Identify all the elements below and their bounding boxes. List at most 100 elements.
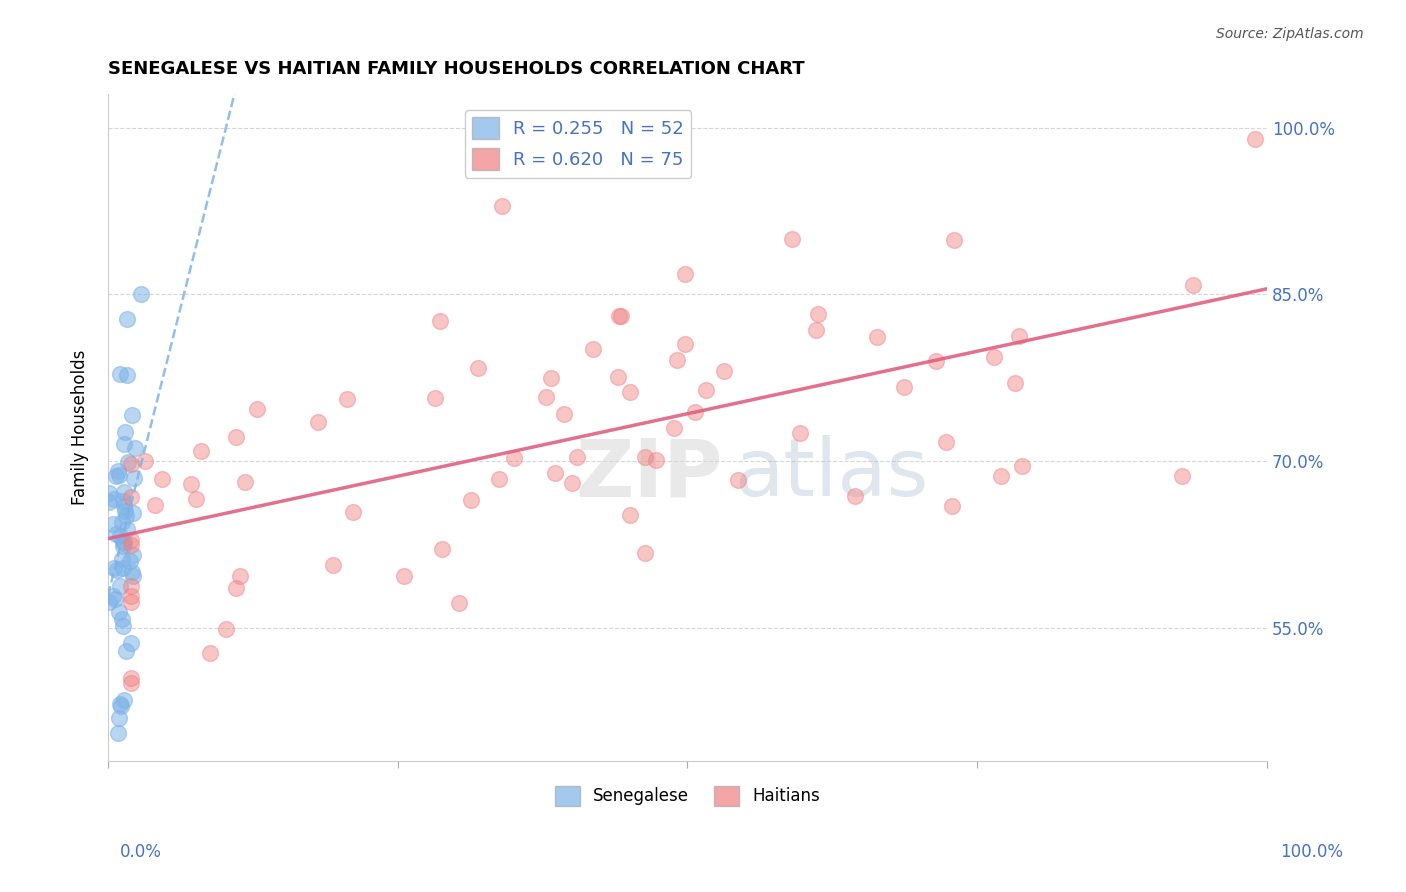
Point <box>110 579 132 593</box>
Point <box>110 699 132 714</box>
Point <box>342 505 364 519</box>
Point <box>129 287 152 301</box>
Point <box>893 380 915 394</box>
Point <box>460 492 482 507</box>
Point <box>104 591 127 606</box>
Point <box>143 499 166 513</box>
Point <box>105 469 128 483</box>
Point <box>114 643 136 657</box>
Point <box>98 595 121 609</box>
Point <box>215 622 238 636</box>
Point <box>609 310 631 324</box>
Point <box>111 560 134 574</box>
Point <box>807 307 830 321</box>
Point <box>112 436 135 450</box>
Point <box>120 676 142 690</box>
Point <box>101 516 124 531</box>
Point <box>111 619 134 633</box>
Point <box>567 450 589 464</box>
Point <box>983 351 1005 365</box>
Point <box>1004 376 1026 390</box>
Point <box>115 368 138 382</box>
Point <box>503 451 526 466</box>
Text: SENEGALESE VS HAITIAN FAMILY HOUSEHOLDS CORRELATION CHART: SENEGALESE VS HAITIAN FAMILY HOUSEHOLDS … <box>108 60 804 78</box>
Point <box>447 596 470 610</box>
Point <box>134 454 156 468</box>
Text: atlas: atlas <box>734 435 928 514</box>
Point <box>789 425 811 440</box>
Point <box>488 472 510 486</box>
Point <box>1007 329 1029 343</box>
Point <box>307 415 329 429</box>
Point <box>115 508 138 523</box>
Point <box>112 493 135 508</box>
Point <box>806 323 828 337</box>
Point <box>114 425 136 439</box>
Point <box>114 504 136 518</box>
Text: 100.0%: 100.0% <box>1279 843 1343 861</box>
Point <box>423 391 446 405</box>
Point <box>108 368 131 382</box>
Point <box>108 711 131 725</box>
Text: ZIP: ZIP <box>575 435 723 514</box>
Point <box>150 472 173 486</box>
Legend: Senegalese, Haitians: Senegalese, Haitians <box>548 779 827 813</box>
Text: Source: ZipAtlas.com: Source: ZipAtlas.com <box>1216 27 1364 41</box>
Point <box>619 508 641 523</box>
Point <box>866 330 889 344</box>
Point <box>229 569 252 583</box>
Point <box>713 364 735 378</box>
Point <box>112 499 135 513</box>
Point <box>619 384 641 399</box>
Point <box>336 392 359 406</box>
Point <box>429 314 451 328</box>
Point <box>540 371 562 385</box>
Point <box>108 605 131 619</box>
Point <box>111 539 134 553</box>
Point <box>120 533 142 548</box>
Point <box>112 484 135 499</box>
Point <box>120 490 142 504</box>
Point <box>534 390 557 404</box>
Point <box>120 458 142 472</box>
Point <box>1244 132 1267 146</box>
Point <box>233 475 256 489</box>
Point <box>844 489 866 503</box>
Point <box>98 494 121 508</box>
Point <box>582 342 605 356</box>
Point <box>180 477 202 491</box>
Point <box>112 692 135 706</box>
Point <box>200 646 222 660</box>
Point <box>561 476 583 491</box>
Point <box>120 636 142 650</box>
Point <box>1182 277 1205 292</box>
Point <box>322 558 344 573</box>
Y-axis label: Family Households: Family Households <box>72 350 89 506</box>
Point <box>120 589 142 603</box>
Point <box>634 450 657 464</box>
Point <box>120 537 142 551</box>
Point <box>935 434 957 449</box>
Point <box>103 491 125 506</box>
Point <box>111 551 134 566</box>
Point <box>673 337 696 351</box>
Point <box>491 198 513 212</box>
Point <box>607 310 630 324</box>
Point <box>606 370 628 384</box>
Point <box>644 452 666 467</box>
Point <box>120 672 142 686</box>
Point <box>103 560 125 574</box>
Point <box>98 486 121 500</box>
Point <box>121 548 143 562</box>
Point <box>662 421 685 435</box>
Point <box>225 581 247 595</box>
Point <box>111 515 134 529</box>
Point <box>467 361 489 376</box>
Point <box>990 468 1012 483</box>
Point <box>246 401 269 416</box>
Point <box>111 612 134 626</box>
Point <box>121 507 143 521</box>
Point <box>553 407 575 421</box>
Point <box>124 441 146 455</box>
Point <box>941 500 963 514</box>
